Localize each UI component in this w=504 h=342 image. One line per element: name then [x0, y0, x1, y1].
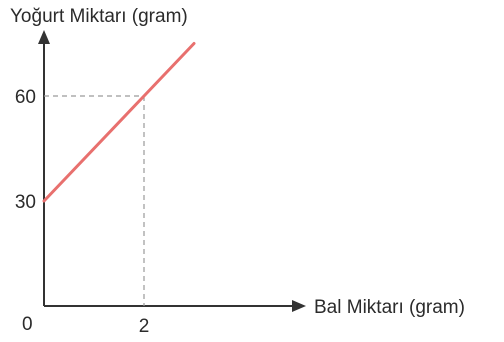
y-axis-arrow-icon [38, 30, 50, 44]
origin-label: 0 [22, 314, 33, 335]
y-tick-label: 30 [15, 192, 36, 213]
x-axis-arrow-icon [292, 300, 306, 312]
y-tick-label: 60 [15, 87, 36, 108]
x-tick-label: 2 [139, 316, 150, 337]
y-axis-title: Yoğurt Miktarı (gram) [10, 6, 188, 27]
series-line [42, 42, 196, 203]
x-axis-title: Bal Miktarı (gram) [314, 297, 465, 318]
